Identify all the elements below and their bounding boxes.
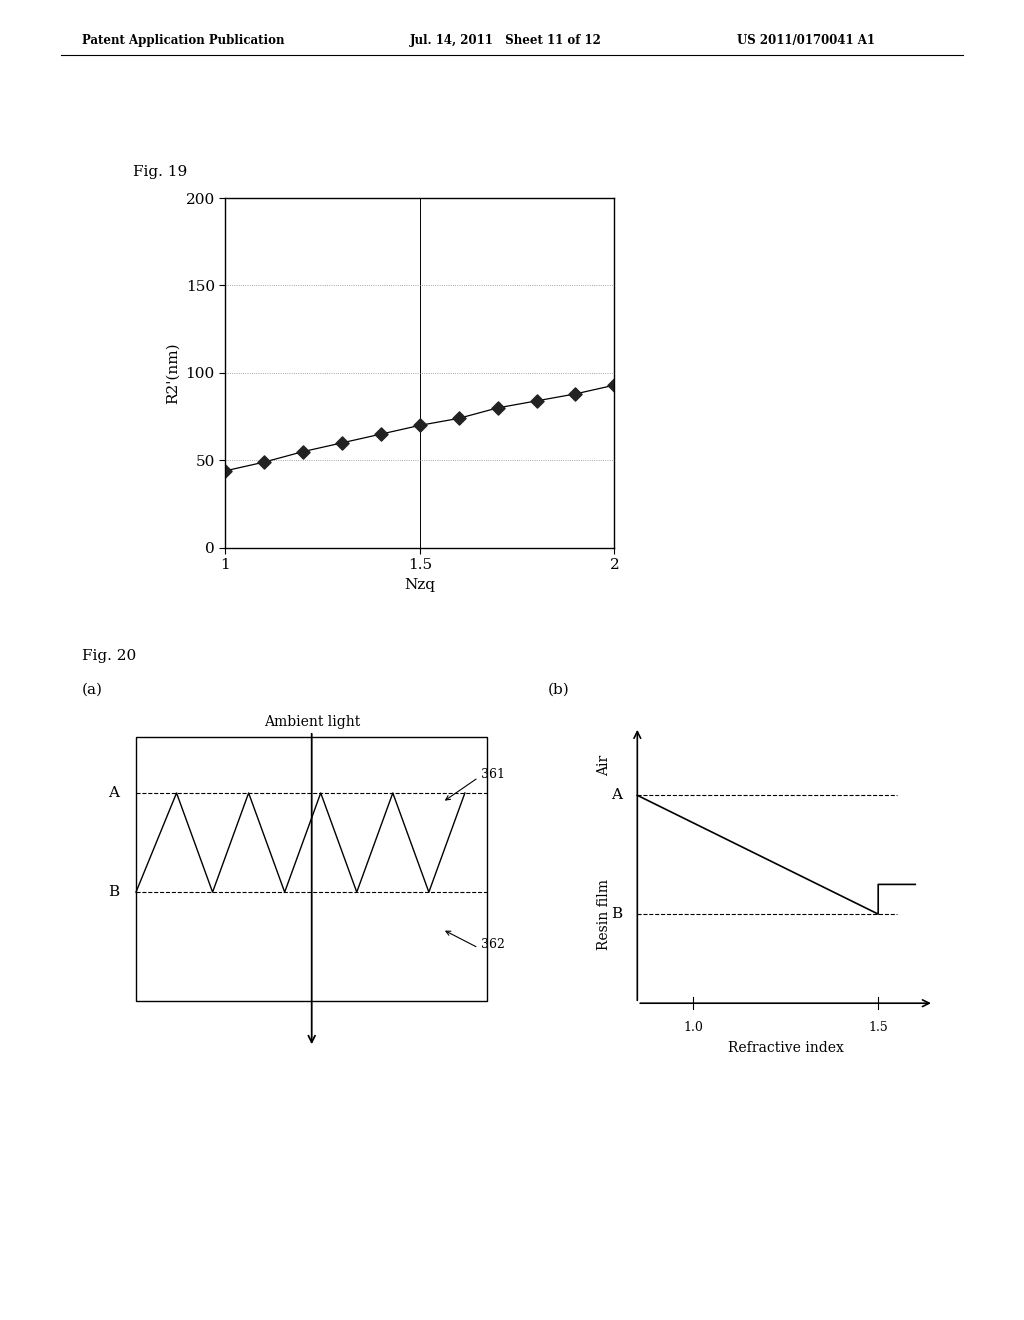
Point [451, 408, 467, 429]
Text: Refractive index: Refractive index [728, 1040, 844, 1055]
Point [412, 414, 428, 436]
Text: Resin film: Resin film [597, 879, 611, 949]
Text: B: B [108, 886, 119, 899]
Text: (b): (b) [548, 682, 569, 697]
Text: Patent Application Publication: Patent Application Publication [82, 34, 285, 48]
Text: US 2011/0170041 A1: US 2011/0170041 A1 [737, 34, 876, 48]
Point [567, 383, 584, 404]
Point [217, 461, 233, 482]
Text: 1.0: 1.0 [683, 1022, 702, 1034]
Text: 361: 361 [480, 768, 505, 781]
Point [528, 391, 545, 412]
Text: A: A [108, 785, 119, 800]
Text: B: B [611, 907, 623, 921]
Bar [136, 737, 487, 1001]
Point [256, 451, 272, 473]
Point [295, 441, 311, 462]
Text: 362: 362 [480, 939, 505, 952]
Text: Ambient light: Ambient light [263, 714, 359, 729]
Text: Fig. 20: Fig. 20 [82, 649, 136, 664]
Point [489, 397, 506, 418]
Text: A: A [611, 788, 623, 803]
Text: (a): (a) [82, 682, 103, 697]
Text: 1.5: 1.5 [868, 1022, 888, 1034]
Text: Jul. 14, 2011   Sheet 11 of 12: Jul. 14, 2011 Sheet 11 of 12 [410, 34, 601, 48]
X-axis label: Nzq: Nzq [404, 578, 435, 591]
Text: Air: Air [597, 755, 611, 776]
Text: Fig. 19: Fig. 19 [133, 165, 187, 180]
Point [334, 433, 350, 454]
Point [373, 424, 389, 445]
Point [606, 375, 623, 396]
Y-axis label: R2'(nm): R2'(nm) [166, 342, 180, 404]
